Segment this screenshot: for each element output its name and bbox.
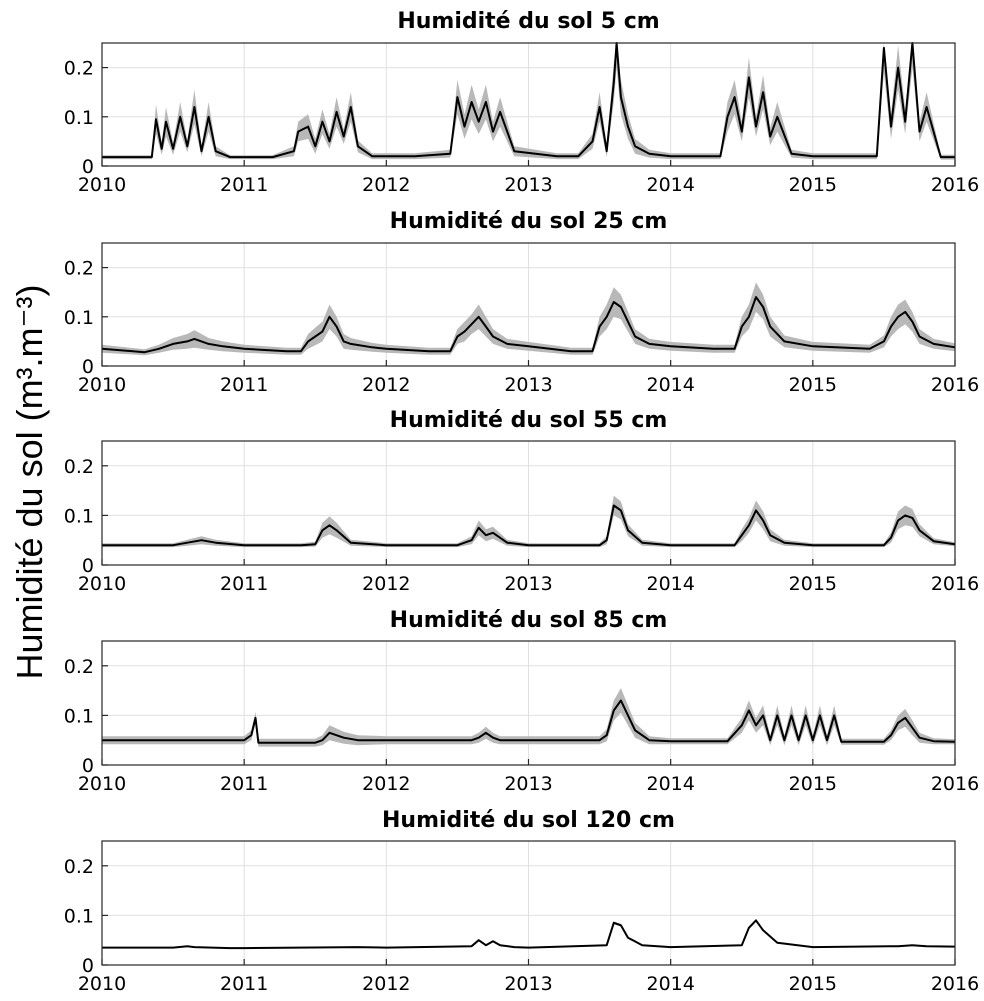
series-line — [102, 699, 956, 744]
x-tick-label: 2013 — [504, 174, 552, 196]
x-tick-label: 2010 — [78, 174, 126, 196]
x-tick-label: 2015 — [789, 973, 837, 995]
y-tick-label: 0 — [82, 156, 94, 178]
x-tick-label: 2011 — [220, 773, 268, 795]
x-tick-label: 2016 — [931, 174, 979, 196]
panel-3: Humidité du sol 55 cm 2010 2011 2012 2013 201… — [64, 408, 979, 595]
x-tick-label: 2016 — [931, 573, 979, 595]
panel-title: Humidité du sol 25 cm — [390, 209, 668, 234]
x-tick-label: 2014 — [646, 773, 694, 795]
x-tick-label: 2011 — [220, 573, 268, 595]
y-tick-label: 0.2 — [64, 856, 94, 878]
x-tick-label: 2011 — [220, 374, 268, 396]
x-tick-label: 2010 — [78, 573, 126, 595]
x-tick-label: 2015 — [789, 374, 837, 396]
y-tick-label: 0.2 — [64, 258, 94, 280]
panel-4: Humidité du sol 85 cm 2010 2011 2012 2013 201… — [64, 608, 979, 795]
y-tick-label: 0.1 — [64, 307, 94, 329]
x-tick-label: 2010 — [78, 374, 126, 396]
y-tick-label: 0.2 — [64, 456, 94, 478]
x-tick-label: 2013 — [504, 973, 552, 995]
x-tick-label: 2015 — [789, 174, 837, 196]
y-tick-label: 0 — [82, 755, 94, 777]
x-tick-label: 2014 — [646, 374, 694, 396]
x-tick-label: 2016 — [931, 773, 979, 795]
panel-1: Humidité du sol 5 cm 2010 2011 2012 2013 2014… — [64, 9, 979, 196]
x-tick-label: 2014 — [646, 174, 694, 196]
x-tick-label: 2012 — [362, 973, 410, 995]
panel-title: Humidité du sol 85 cm — [390, 608, 668, 633]
x-tick-label: 2015 — [789, 773, 837, 795]
y-axis-label: Humidité du sol (m³.m⁻³) — [9, 284, 50, 679]
y-tick-label: 0.1 — [64, 905, 94, 927]
x-tick-label: 2013 — [504, 573, 552, 595]
x-tick-label: 2013 — [504, 374, 552, 396]
panel-title: Humidité du sol 55 cm — [390, 408, 668, 433]
y-tick-label: 0.1 — [64, 107, 94, 129]
y-tick-label: 0.2 — [64, 58, 94, 80]
x-tick-label: 2014 — [646, 573, 694, 595]
x-tick-label: 2010 — [78, 973, 126, 995]
panel-title: Humidité du sol 5 cm — [397, 9, 659, 34]
x-tick-label: 2011 — [220, 174, 268, 196]
x-tick-label: 2012 — [362, 374, 410, 396]
panel-title: Humidité du sol 120 cm — [382, 808, 675, 833]
panel-5: Humidité du sol 120 cm 2010 2011 2012 2013 20… — [64, 808, 979, 995]
series-line — [102, 919, 956, 950]
y-tick-label: 0.1 — [64, 505, 94, 527]
panels: Humidité du sol 5 cm 2010 2011 2012 2013 2014… — [64, 9, 979, 995]
x-tick-label: 2012 — [362, 174, 410, 196]
series-band — [102, 688, 955, 747]
series-line — [102, 42, 955, 159]
x-tick-label: 2015 — [789, 573, 837, 595]
y-tick-label: 0.1 — [64, 705, 94, 727]
panel-2: Humidité du sol 25 cm 2010 2011 2012 2013 201… — [64, 209, 979, 396]
x-tick-label: 2014 — [646, 973, 694, 995]
series-line — [101, 296, 956, 354]
y-tick-label: 0 — [82, 955, 94, 977]
x-tick-label: 2012 — [362, 573, 410, 595]
x-tick-label: 2016 — [931, 374, 979, 396]
x-tick-label: 2012 — [362, 773, 410, 795]
x-tick-label: 2016 — [931, 973, 979, 995]
y-tick-label: 0 — [82, 555, 94, 577]
x-tick-label: 2011 — [220, 973, 268, 995]
x-tick-label: 2013 — [504, 773, 552, 795]
x-tick-label: 2010 — [78, 773, 126, 795]
y-tick-label: 0 — [82, 356, 94, 378]
series-line — [102, 504, 956, 547]
y-tick-label: 0.2 — [64, 656, 94, 678]
